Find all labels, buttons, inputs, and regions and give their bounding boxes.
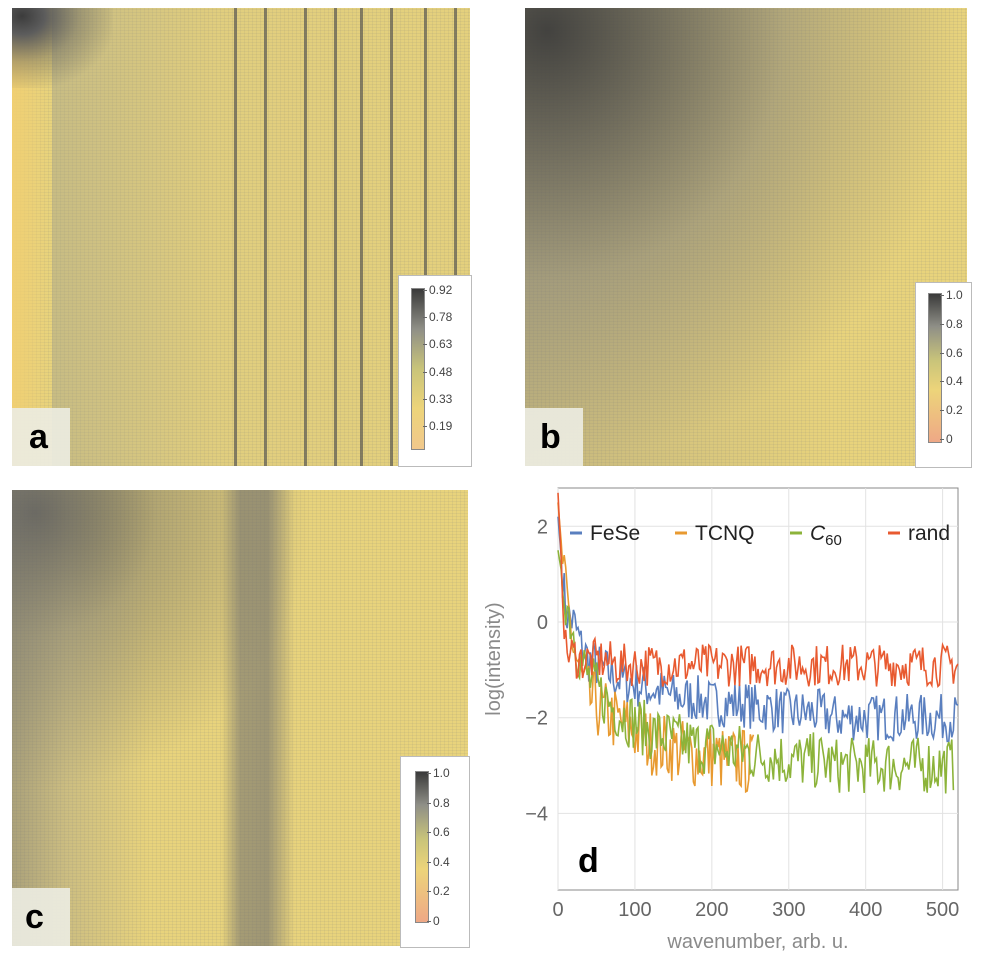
series-line-c60	[557, 550, 955, 794]
colorbar-tick	[940, 381, 944, 383]
colorbar-tick	[427, 891, 431, 893]
colorbar-tick-label: 0.4	[433, 854, 450, 869]
colorbar-tick-label: 0.92	[429, 283, 453, 297]
colorbar-tick	[940, 410, 944, 412]
colorbar-tick-label: 1.0	[433, 766, 450, 780]
colorbar-legend-a: 0.92 0.78 0.63 0.48 0.33 0.19	[398, 275, 472, 467]
colorbar-tick	[423, 426, 427, 427]
x-axis-label: wavenumber, arb. u.	[666, 931, 848, 953]
colorbar-tick	[427, 832, 431, 834]
colorbar-tick-label: 0.6	[946, 345, 963, 360]
legend-label-rand: rand	[908, 522, 950, 545]
colorbar-tick	[423, 317, 427, 319]
colorbar-legend-b: 1.0 0.8 0.6 0.4 0.2 0	[915, 282, 972, 468]
panel-letter-c: c	[25, 898, 44, 936]
colorbar-a	[411, 288, 425, 450]
colorbar-tick	[427, 802, 431, 804]
letter-box-c	[12, 888, 70, 946]
colorbar-tick-label: 0.2	[433, 884, 450, 899]
panel-letter-a: a	[29, 418, 48, 456]
colorbar-tick-label: 0.2	[946, 403, 963, 418]
y-tick-label: −4	[525, 803, 548, 825]
colorbar-tick-label: 0.8	[946, 316, 963, 331]
colorbar-tick	[940, 295, 944, 296]
panel-letter-b: b	[540, 418, 561, 456]
colorbar-tick-label: 0.78	[429, 310, 453, 325]
x-tick-label: 300	[772, 899, 805, 921]
colorbar-tick-label: 0	[433, 914, 440, 928]
series-line-rand	[557, 492, 959, 689]
colorbar-tick	[427, 861, 431, 863]
heatmap-panel-b	[525, 8, 967, 466]
colorbar-tick-label: 0.8	[433, 795, 450, 810]
colorbar-tick-label: 0.19	[429, 419, 453, 433]
legend-label-fese: FeSe	[590, 522, 640, 545]
letter-box-b	[525, 408, 583, 466]
colorbar-tick-label: 0.63	[429, 337, 453, 352]
series-line-fese	[557, 516, 959, 743]
chart-legend: FeSe TCNQ C60 rand	[570, 522, 950, 549]
stripe-line	[334, 8, 337, 466]
stripe-line	[360, 8, 363, 466]
corner-peak	[12, 8, 112, 88]
axis-ticks: 0 100 200 300 400 500 2 0 −2 −4	[525, 516, 959, 921]
panel-letter-d: d	[578, 842, 599, 880]
stripe-line	[424, 8, 427, 466]
colorbar-b	[928, 293, 942, 443]
y-tick-label: 2	[537, 516, 548, 538]
intensity-shade	[525, 8, 967, 466]
stripe-line	[304, 8, 307, 466]
heatmap-panel-c	[12, 490, 468, 946]
colorbar-tick	[940, 352, 944, 354]
letter-box-a	[12, 408, 70, 466]
series-line-tcnq	[557, 502, 755, 794]
colorbar-c	[415, 771, 429, 923]
stripe-line	[264, 8, 267, 466]
stripe-line	[390, 8, 393, 466]
x-tick-label: 0	[552, 899, 563, 921]
colorbar-legend-c: 1.0 0.8 0.6 0.4 0.2 0	[400, 756, 470, 948]
colorbar-tick-label: 0.4	[946, 374, 963, 389]
colorbar-tick	[940, 323, 944, 325]
stripe-line	[234, 8, 237, 466]
y-tick-label: −2	[525, 708, 548, 730]
colorbar-tick	[423, 371, 427, 373]
x-tick-label: 200	[695, 899, 728, 921]
x-tick-label: 400	[849, 899, 882, 921]
colorbar-tick-label: 0.6	[433, 825, 450, 840]
colorbar-tick-label: 0	[946, 432, 953, 446]
stripe-line	[454, 8, 457, 466]
colorbar-tick-label: 1.0	[946, 288, 963, 302]
series-lines	[557, 492, 959, 794]
heatmap-panel-a	[12, 8, 470, 466]
colorbar-tick	[940, 439, 944, 440]
x-tick-label: 500	[926, 899, 959, 921]
colorbar-tick	[423, 290, 427, 291]
colorbar-tick-label: 0.48	[429, 364, 453, 379]
colorbar-tick-label: 0.33	[429, 391, 453, 406]
intensity-shade	[12, 490, 468, 946]
legend-label-tcnq: TCNQ	[695, 522, 755, 545]
x-tick-label: 100	[618, 899, 651, 921]
y-axis-label: log(intensity)	[483, 602, 505, 715]
y-tick-label: 0	[537, 612, 548, 634]
colorbar-tick	[423, 344, 427, 346]
plot-frame	[557, 487, 959, 891]
colorbar-tick	[423, 398, 427, 400]
colorbar-tick	[427, 773, 431, 774]
colorbar-tick	[427, 921, 431, 922]
